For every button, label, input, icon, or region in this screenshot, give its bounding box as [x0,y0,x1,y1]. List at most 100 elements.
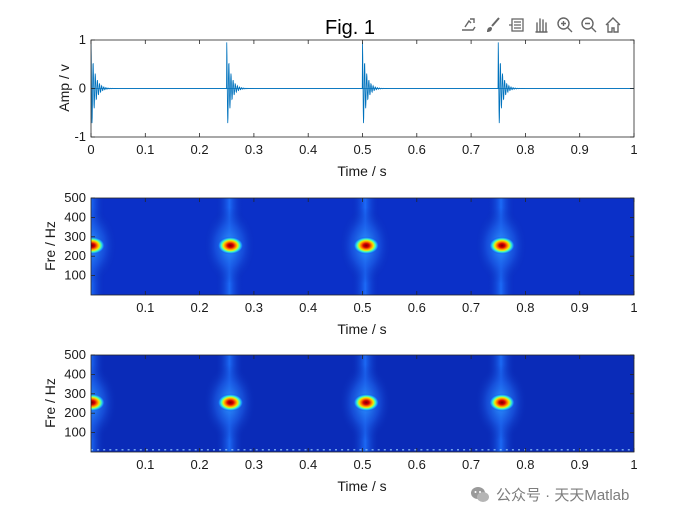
waveform-series [91,42,634,124]
pan-hand-icon[interactable] [530,14,552,36]
x-tick-label: 0.2 [191,142,209,157]
noise-speck [206,449,209,451]
x-tick-label: 1 [630,142,637,157]
noise-speck [341,449,344,451]
y-tick-label: 200 [64,248,86,263]
heatmap-layer [91,198,527,295]
home-icon[interactable] [602,14,624,36]
x-tick-label: 0.1 [136,457,154,472]
datatip-icon[interactable] [506,14,528,36]
noise-speck [261,449,264,451]
x-tick-label: 0.2 [191,457,209,472]
x-tick-label: 0.9 [571,142,589,157]
zoom-in-icon[interactable] [554,14,576,36]
noise-speck [322,449,325,451]
noise-speck [566,449,569,451]
noise-speck [499,449,502,451]
noise-speck [109,449,112,451]
noise-speck [585,449,588,451]
noise-speck [298,449,301,451]
noise-speck [536,449,539,451]
energy-hotspot [488,236,515,255]
x-tick-label: 0.6 [408,300,426,315]
noise-speck [121,449,124,451]
noise-speck [554,449,557,451]
x-tick-label: 0.8 [516,300,534,315]
noise-speck [469,449,472,451]
x-tick-label: 0.5 [353,300,371,315]
noise-speck [347,449,350,451]
noise-speck [603,449,606,451]
waveform-line [91,42,634,124]
x-axis-label: Time / s [337,163,386,179]
noise-speck [152,449,154,451]
x-tick-label: 0.3 [245,142,263,157]
brush-icon[interactable] [482,14,504,36]
noise-speck [560,449,563,451]
y-tick-label: 500 [64,190,86,205]
heatmap-layer [91,355,634,452]
energy-hotspot [91,393,105,412]
noise-speck [396,449,398,451]
noise-speck [335,449,337,451]
noise-speck [188,449,191,451]
noise-speck [597,449,600,451]
noise-speck [457,449,459,451]
figure-title: Fig. 1 [325,17,375,39]
x-tick-label: 0.8 [516,142,534,157]
noise-speck [426,449,429,451]
noise-speck [487,449,490,451]
y-tick-label: 200 [64,405,86,420]
noise-speck [359,449,362,451]
x-tick-label: 0.2 [191,300,209,315]
noise-speck [615,449,618,451]
y-axis-label: Fre / Hz [42,378,58,428]
y-axis-label: Fre / Hz [42,221,58,271]
y-tick-label: 0 [79,81,86,96]
noise-speck [103,449,106,451]
energy-hotspot [488,393,515,412]
x-tick-label: 0.6 [408,457,426,472]
noise-speck [542,449,545,451]
y-tick-label: -1 [74,129,86,144]
x-tick-label: 1 [630,457,637,472]
noise-speck [158,449,161,451]
zoom-out-icon[interactable] [578,14,600,36]
y-tick-label: 300 [64,386,86,401]
spectrogram-plot-1: 0.1 0.2 0.3 0.4 0.5 0.6 0.7 0.8 0.9 1 500 400 300 200… [42,190,638,337]
noise-speck [591,449,594,451]
noise-speck [219,449,222,451]
noise-speck [231,449,234,451]
noise-speck [481,449,484,451]
noise-speck [408,449,411,451]
noise-speck [164,449,167,451]
time-waveform-plot: 0 0.1 0.2 0.3 0.4 0.5 0.6 0.7 0.8 0.9 110-1 Time /… [56,32,638,179]
noise-speck [621,449,624,451]
noise-speck [133,449,136,451]
y-tick-label: 100 [64,425,86,440]
x-tick-label: 0.7 [462,142,480,157]
export-icon[interactable] [458,14,480,36]
noise-speck [402,449,405,451]
x-tick-label: 0.5 [353,457,371,472]
noise-speck [475,449,478,451]
x-tick-label: 0.7 [462,457,480,472]
noise-speck [365,449,368,451]
x-tick-label: 0.3 [245,457,263,472]
axes-toolbar [458,14,624,36]
noise-speck [572,449,575,451]
noise-speck [438,449,441,451]
noise-speck [609,449,612,451]
noise-speck [505,449,508,451]
noise-speck [414,449,417,451]
noise-speck [237,449,240,451]
x-tick-label: 0.8 [516,457,534,472]
noise-speck [493,449,496,451]
spectrogram-plot-2: 0.1 0.2 0.3 0.4 0.5 0.6 0.7 0.8 0.9 1 500 400 300 200… [42,347,638,494]
x-tick-label: 0.4 [299,300,317,315]
y-tick-label: 400 [64,366,86,381]
noise-speck [194,449,197,451]
noise-speck [127,449,130,451]
noise-speck [548,449,551,451]
